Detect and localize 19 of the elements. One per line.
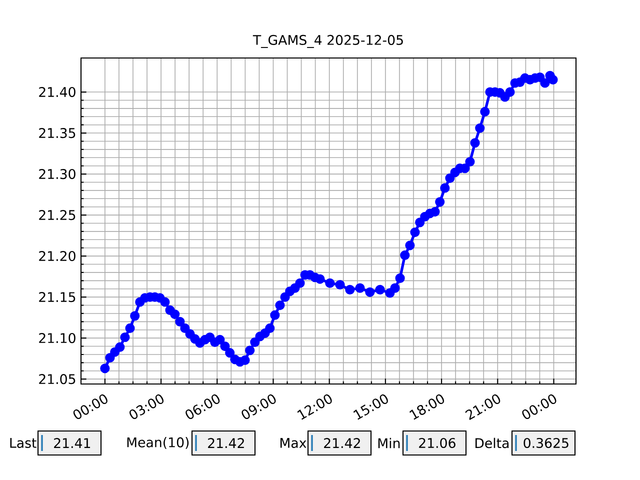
text: 21.06 bbox=[419, 438, 456, 448]
chart-title: T_GAMS_4 2025-12-05 bbox=[252, 34, 403, 48]
y-tick-label: 21.20 bbox=[39, 251, 76, 262]
y-tick-label: 21.15 bbox=[39, 292, 76, 302]
y-tick-label: 21.35 bbox=[39, 128, 76, 138]
text: Mean(10) bbox=[127, 437, 189, 449]
text: 21.41 bbox=[54, 438, 90, 448]
text: 0.3625 bbox=[524, 438, 568, 448]
text: 21.42 bbox=[208, 438, 244, 448]
y-tick-label: 21.40 bbox=[39, 86, 76, 98]
y-tick-label: 21.10 bbox=[39, 333, 76, 344]
y-tick-label: 21.25 bbox=[39, 210, 76, 220]
y-tick-label: 21.05 bbox=[39, 374, 76, 384]
text: 21.42 bbox=[324, 438, 360, 448]
text: Min bbox=[378, 438, 400, 448]
text: Max bbox=[280, 438, 306, 448]
text: Last bbox=[10, 438, 36, 448]
text: Delta bbox=[475, 438, 509, 448]
y-tick-label: 21.30 bbox=[39, 168, 76, 180]
